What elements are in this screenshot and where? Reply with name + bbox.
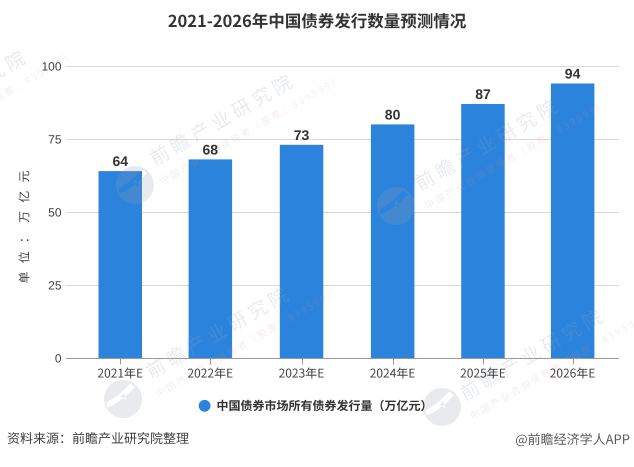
svg-text:100: 100 [41, 59, 61, 73]
svg-text:75: 75 [48, 132, 62, 146]
svg-text:25: 25 [48, 278, 62, 292]
svg-text:64: 64 [113, 153, 129, 169]
svg-text:87: 87 [475, 86, 491, 102]
svg-text:68: 68 [203, 141, 219, 157]
svg-text:0: 0 [55, 351, 62, 365]
svg-text:94: 94 [565, 66, 581, 82]
svg-text:80: 80 [385, 106, 401, 122]
svg-text:50: 50 [48, 205, 62, 219]
svg-text:73: 73 [294, 127, 310, 143]
